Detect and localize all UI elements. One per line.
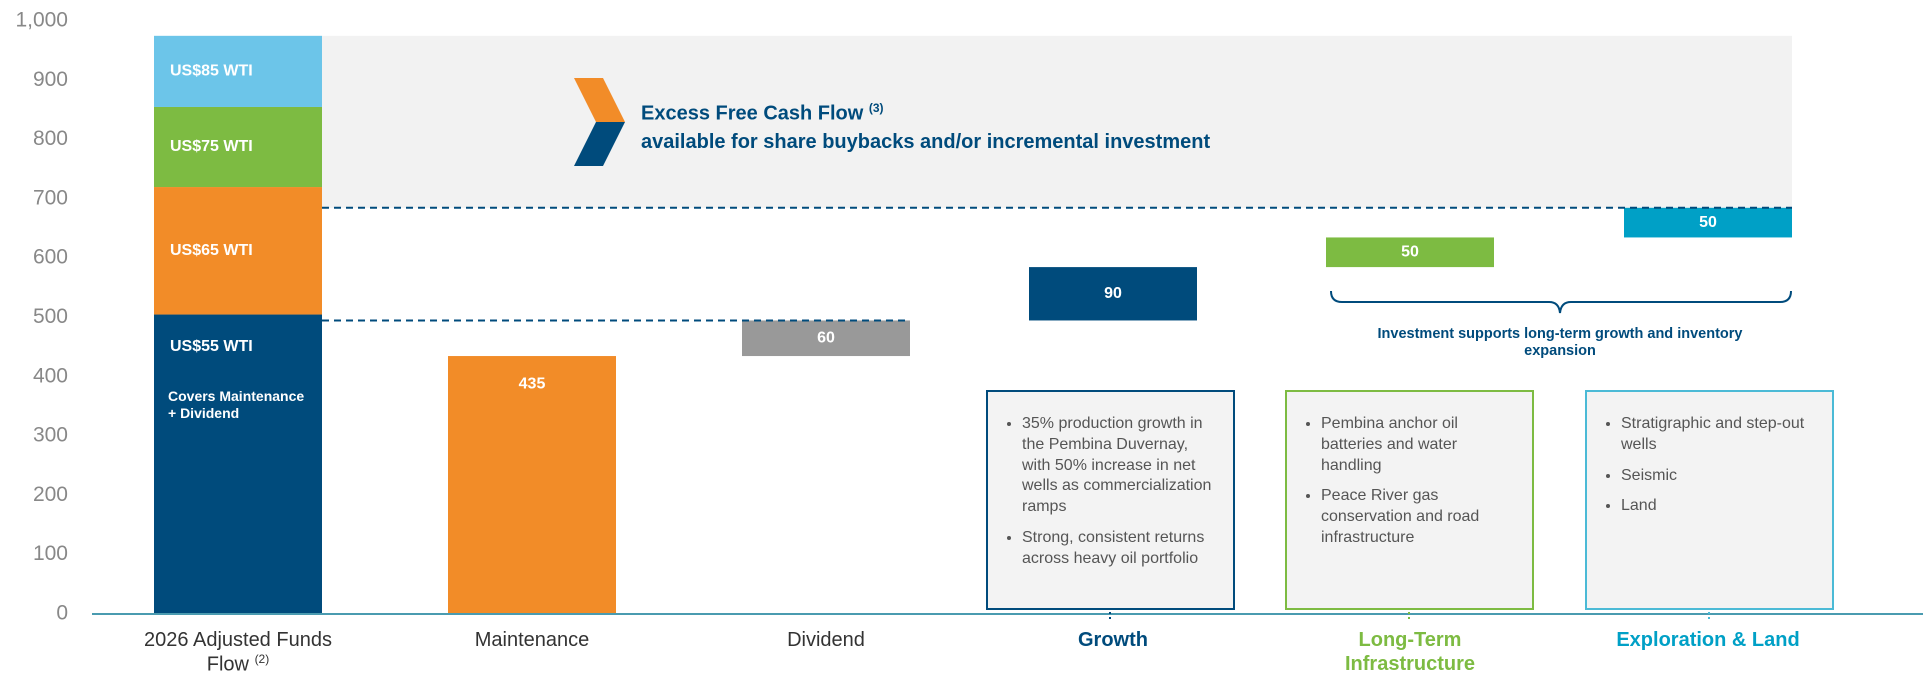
stack-segment	[154, 106, 322, 188]
bullet-list: Pembina anchor oil batteries and water h…	[1321, 414, 1518, 549]
bullet: Peace River gas conservation and road in…	[1321, 486, 1518, 548]
y-tick-label: 1,000	[15, 9, 68, 32]
stack-note: Covers Maintenance + Dividend	[168, 388, 305, 421]
bullet-list: 35% production growth in the Pembina Duv…	[1022, 414, 1219, 570]
chevron-top	[574, 78, 625, 122]
category-text: Exploration & Land	[1616, 629, 1800, 651]
bullet: Land	[1621, 496, 1818, 517]
value-label: 60	[817, 329, 835, 346]
banner-title-line: Excess Free Cash Flow (3)	[641, 101, 1210, 126]
y-tick-label: 200	[33, 483, 68, 506]
bar	[1624, 207, 1792, 238]
info-panel: 35% production growth in the Pembina Duv…	[986, 390, 1235, 610]
y-tick-label: 300	[33, 424, 68, 447]
y-tick-label: 800	[33, 127, 68, 150]
y-tick-label: 0	[56, 602, 68, 625]
value-label: 90	[1104, 285, 1122, 302]
stack-segment	[154, 35, 322, 107]
stack-label: US$55 WTI	[170, 338, 253, 355]
chevron-bottom	[574, 122, 625, 166]
category-text: Growth	[1078, 629, 1148, 651]
y-tick-label: 900	[33, 68, 68, 91]
x-tick-label: Long-Term Infrastructure	[1335, 628, 1485, 676]
brace	[1330, 290, 1792, 314]
x-tick-label: 2026 Adjusted Funds Flow (2)	[123, 628, 353, 677]
x-tick-label: Dividend	[711, 628, 941, 652]
category-text: Long-Term Infrastructure	[1344, 629, 1476, 675]
stack-segment	[154, 187, 322, 315]
excess-panel	[322, 35, 1792, 208]
value-label: 50	[1401, 243, 1419, 260]
banner-subtitle: available for share buybacks and/or incr…	[641, 130, 1211, 153]
bar	[448, 356, 616, 614]
info-panel: Pembina anchor oil batteries and water h…	[1285, 390, 1534, 610]
bullet: Seismic	[1621, 466, 1818, 487]
bullet: Strong, consistent returns across heavy …	[1022, 528, 1219, 570]
category-text: Dividend	[787, 629, 865, 651]
value-label: 50	[1699, 214, 1717, 231]
stack-segment	[154, 314, 322, 614]
bullet: Pembina anchor oil batteries and water h…	[1321, 414, 1518, 476]
category-text: Maintenance	[474, 629, 590, 651]
banner: Excess Free Cash Flow (3) available for …	[641, 101, 1210, 154]
y-tick-label: 700	[33, 186, 68, 209]
x-tick-label: Exploration & Land	[1593, 628, 1823, 652]
bullet: 35% production growth in the Pembina Duv…	[1022, 414, 1219, 518]
stack-label: US$65 WTI	[170, 242, 253, 259]
y-tick-label: 400	[33, 364, 68, 387]
y-tick-label: 500	[33, 305, 68, 328]
category-note: (2)	[254, 652, 270, 666]
bullet: Stratigraphic and step-out wells	[1621, 414, 1818, 456]
brace-annotation: Investment supports long-term growth and…	[1377, 326, 1743, 360]
info-panel: Stratigraphic and step-out wells Seismic L…	[1585, 390, 1834, 610]
stack-label: US$85 WTI	[170, 63, 253, 80]
y-tick-label: 600	[33, 246, 68, 269]
x-tick-label: Growth	[998, 628, 1228, 652]
bar	[742, 320, 910, 357]
bar	[1029, 267, 1197, 321]
stack-label: US$75 WTI	[170, 138, 253, 155]
bullet-list: Stratigraphic and step-out wells Seismic L…	[1621, 414, 1818, 517]
category-text: 2026 Adjusted Funds Flow	[144, 629, 332, 676]
bar	[1326, 237, 1494, 268]
x-tick-label: Maintenance	[417, 628, 647, 652]
value-label: 435	[519, 375, 546, 392]
banner-title: Excess Free Cash Flow	[641, 102, 864, 125]
y-tick-label: 100	[33, 542, 68, 565]
banner-note: (3)	[868, 101, 884, 115]
